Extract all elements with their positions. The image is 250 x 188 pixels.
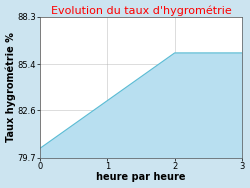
Y-axis label: Taux hygrométrie %: Taux hygrométrie %	[6, 32, 16, 142]
Title: Evolution du taux d'hygrométrie: Evolution du taux d'hygrométrie	[51, 6, 232, 16]
X-axis label: heure par heure: heure par heure	[96, 172, 186, 182]
